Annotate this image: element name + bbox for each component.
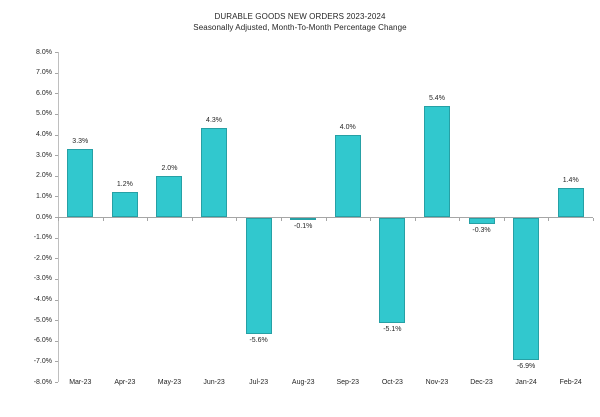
- chart-title: DURABLE GOODS NEW ORDERS 2023-2024: [214, 12, 386, 21]
- x-axis-tick: [280, 218, 282, 221]
- y-tick-label: 0.0%: [36, 213, 52, 221]
- x-axis-label: Oct-23: [381, 379, 403, 386]
- bar-jul-23: [245, 218, 272, 334]
- x-axis-label: Mar-23: [69, 379, 92, 386]
- bar-value-label: 3.3%: [72, 137, 89, 145]
- zero-line: [58, 217, 593, 218]
- bar-sep-23: [334, 134, 361, 217]
- y-tick-label: -3.0%: [33, 275, 52, 283]
- y-tick-label: 7.0%: [36, 69, 52, 77]
- y-tick-label: -7.0%: [33, 357, 52, 365]
- y-tick-label: 4.0%: [36, 131, 52, 138]
- bar-value-label: 1.4%: [562, 177, 579, 185]
- bar-oct-23: [379, 218, 406, 324]
- x-axis-tick: [503, 218, 505, 221]
- x-axis-tick: [593, 218, 594, 221]
- bar-value-label: -0.3%: [472, 227, 491, 235]
- x-axis-label: Jun-23: [203, 379, 225, 386]
- y-axis-tick: [55, 237, 58, 239]
- y-tick-label: 2.0%: [36, 172, 52, 180]
- x-axis-tick: [325, 218, 327, 221]
- y-tick-label: 5.0%: [36, 110, 52, 118]
- y-axis-tick: [55, 175, 58, 177]
- x-axis-label: Nov-23: [425, 379, 449, 386]
- y-tick-label: -6.0%: [33, 337, 52, 345]
- bar-value-label: 4.0%: [339, 123, 356, 131]
- x-axis-tick: [370, 218, 372, 221]
- y-axis-tick: [55, 278, 58, 280]
- y-axis-tick: [55, 258, 58, 260]
- bar-dec-23: [468, 218, 495, 225]
- y-tick-label: 6.0%: [36, 89, 52, 97]
- bar-value-label: 2.0%: [161, 164, 178, 172]
- bar-mar-23: [67, 148, 94, 217]
- y-tick-label: 1.0%: [36, 192, 52, 200]
- x-axis-label: Aug-23: [291, 379, 315, 386]
- y-axis-tick: [55, 196, 58, 198]
- y-axis-tick: [55, 299, 58, 301]
- bar-value-label: -0.1%: [294, 223, 313, 231]
- bar-value-label: -5.6%: [249, 336, 268, 344]
- y-tick-label: 3.0%: [36, 151, 52, 159]
- x-axis-tick: [414, 218, 416, 221]
- y-axis-tick: [55, 340, 58, 342]
- y-tick-label: 8.0%: [36, 48, 52, 56]
- x-axis-label: Dec-23: [470, 379, 493, 386]
- y-axis-tick: [55, 361, 58, 363]
- x-axis-label: May-23: [157, 379, 182, 386]
- bar-value-label: -6.9%: [516, 363, 536, 371]
- x-axis-label: Jul-23: [249, 379, 269, 386]
- bar-nov-23: [423, 105, 450, 217]
- y-axis-tick: [55, 52, 58, 53]
- x-axis-label: Apr-23: [114, 379, 136, 386]
- y-axis-tick: [55, 155, 58, 157]
- bar-may-23: [156, 175, 183, 217]
- bar-apr-23: [111, 192, 138, 217]
- y-axis-tick: [55, 134, 58, 136]
- x-axis-label: Feb-24: [559, 379, 582, 386]
- y-tick-label: -5.0%: [33, 316, 52, 324]
- x-axis-tick: [459, 218, 461, 221]
- bar-jun-23: [201, 128, 228, 217]
- y-axis-tick: [55, 93, 58, 95]
- bar-jan-24: [513, 218, 540, 361]
- y-tick-label: -4.0%: [33, 296, 52, 303]
- x-axis-tick: [58, 218, 59, 221]
- y-axis-tick: [55, 72, 58, 74]
- y-tick-label: -8.0%: [33, 378, 52, 386]
- bar-value-label: 5.4%: [428, 94, 445, 102]
- x-axis-label: Sep-23: [336, 379, 360, 386]
- x-axis-tick: [191, 218, 193, 221]
- y-tick-label: -1.0%: [33, 234, 52, 242]
- x-axis-tick: [236, 218, 238, 221]
- bar-feb-24: [557, 188, 584, 217]
- y-axis-tick: [55, 113, 58, 115]
- chart-subtitle: Seasonally Adjusted, Month-To-Month Perc…: [193, 23, 407, 32]
- y-axis-tick: [55, 382, 58, 383]
- x-axis-label: Jan-24: [515, 379, 537, 386]
- x-axis-tick: [102, 218, 104, 221]
- x-axis-tick: [548, 218, 550, 221]
- y-tick-label: -2.0%: [33, 254, 52, 262]
- bar-value-label: -5.1%: [383, 326, 402, 334]
- bar-value-label: 1.2%: [116, 181, 133, 189]
- y-axis-tick: [55, 217, 58, 218]
- x-axis-tick: [147, 218, 149, 221]
- bar-value-label: 4.3%: [206, 117, 223, 125]
- bar-aug-23: [290, 218, 317, 221]
- y-axis-tick: [55, 320, 58, 322]
